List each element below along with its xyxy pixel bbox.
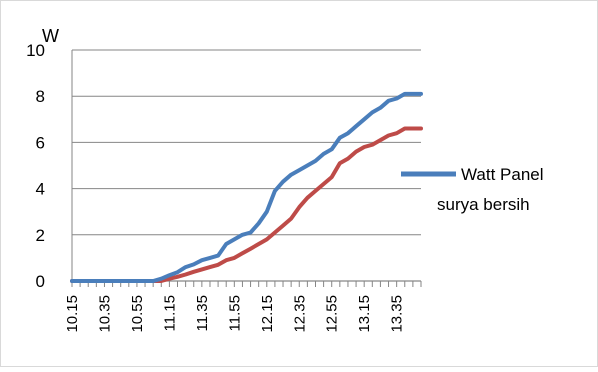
y-tick-label: 6 <box>36 133 45 152</box>
series-line <box>70 91 423 283</box>
x-tick-label: 10.35 <box>96 295 113 333</box>
y-tick-label: 10 <box>26 41 45 60</box>
x-tick-label: 13.15 <box>356 295 373 333</box>
y-axis: 0 2 4 6 8 10 <box>26 41 73 291</box>
legend-label-line-2: surya bersih <box>437 195 530 214</box>
x-tick-label: 11.55 <box>226 295 243 331</box>
x-tick-label: 11.15 <box>161 295 178 331</box>
y-tick-label: 8 <box>36 87 45 106</box>
y-tick-label: 0 <box>36 272 45 291</box>
legend-label: Watt Panel surya bersih <box>437 165 548 214</box>
x-tick-label: 13.35 <box>389 295 406 333</box>
x-tick-label: 10.55 <box>129 295 146 333</box>
y-tick-label: 4 <box>36 180 45 199</box>
x-tick-label: 11.35 <box>194 295 211 331</box>
legend: Watt Panel surya bersih <box>401 165 548 214</box>
legend-label-line-1: Watt Panel <box>461 165 544 184</box>
x-tick-label: 12.35 <box>291 295 308 333</box>
y-axis-label: W <box>42 26 59 46</box>
y-tick-label: 2 <box>36 226 45 245</box>
series-group <box>70 91 423 283</box>
x-tick-label: 12.55 <box>324 295 341 333</box>
x-tick-label: 10.15 <box>64 295 81 333</box>
x-tick-label: 12.15 <box>259 295 276 333</box>
